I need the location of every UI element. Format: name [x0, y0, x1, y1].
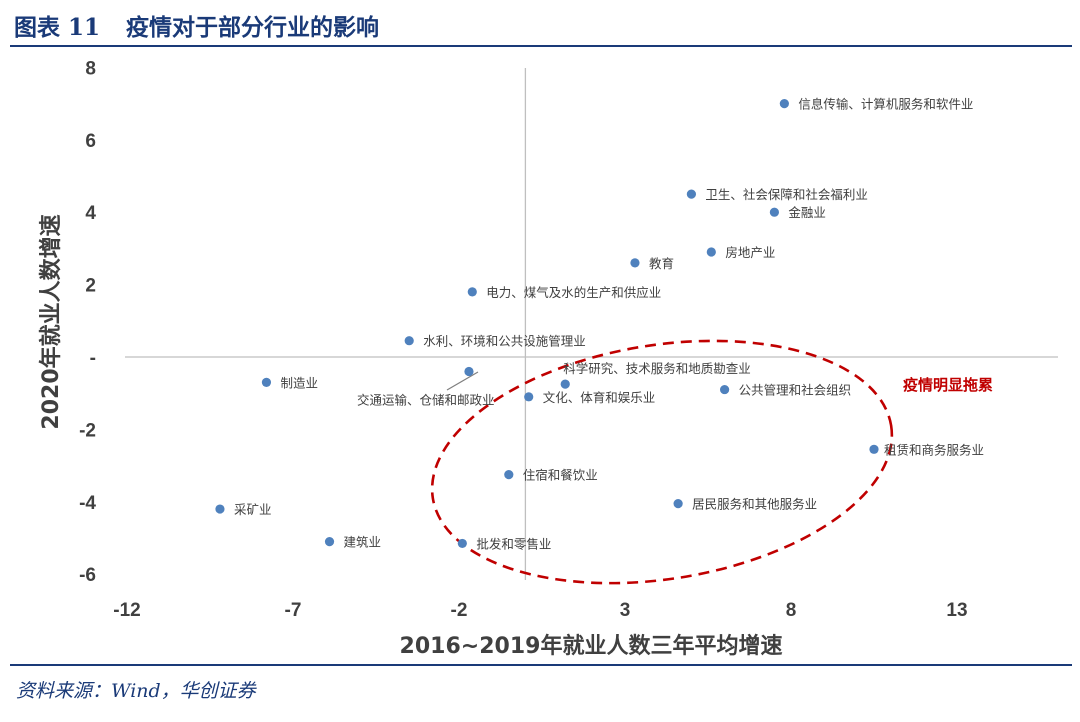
scatter-chart: -12 -7 -2 3 8 13 8 6 4 2 - -2 -4 -6 信息传输、计算机服务和软件业卫生…	[38, 58, 1058, 659]
annotation-layer	[430, 339, 894, 585]
x-tick-label: -2	[451, 600, 468, 621]
label-leader-line	[446, 371, 479, 391]
data-point	[560, 379, 570, 389]
annotation-text: 疫情明显拖累	[903, 376, 993, 394]
x-tick-labels: -12 -7 -2 3 8 13	[113, 600, 967, 621]
data-point	[215, 504, 225, 514]
data-point	[457, 538, 467, 549]
data-point	[324, 537, 335, 547]
source-note: 资料来源：Wind，华创证券	[16, 680, 256, 702]
data-point	[869, 444, 879, 454]
data-point	[404, 336, 414, 346]
data-point	[467, 287, 477, 297]
point-label: 卫生、社会保障和社会福利业	[705, 187, 868, 202]
x-tick-label: 13	[946, 600, 967, 621]
data-point	[779, 99, 789, 109]
y-tick-label: -6	[79, 565, 96, 586]
axes	[125, 68, 1058, 580]
data-point	[769, 207, 780, 217]
data-points	[215, 99, 879, 549]
data-point	[261, 377, 272, 387]
point-label: 交通运输、仓储和邮政业	[357, 392, 495, 407]
point-label: 文化、体育和娱乐业	[543, 390, 656, 405]
point-label: 金融业	[788, 205, 826, 220]
point-label: 信息传输、计算机服务和软件业	[798, 97, 973, 112]
y-tick-label: 2	[85, 276, 96, 297]
point-label: 租赁和商务服务业	[884, 442, 984, 457]
point-label: 采矿业	[234, 502, 272, 517]
data-point	[630, 258, 640, 268]
figure-title-text: 疫情对于部分行业的影响	[126, 14, 380, 41]
point-label: 批发和零售业	[476, 536, 551, 551]
y-tick-label: 6	[85, 131, 96, 152]
point-label: 居民服务和其他服务业	[692, 497, 817, 512]
point-labels: 信息传输、计算机服务和软件业卫生、社会保障和社会福利业金融业房地产业教育电力、煤…	[234, 97, 984, 552]
point-label: 教育	[649, 256, 674, 271]
highlight-ellipse	[430, 339, 894, 585]
point-label: 公共管理和社会组织	[739, 383, 852, 398]
data-point	[524, 392, 534, 402]
point-label: 房地产业	[725, 245, 775, 260]
top-rule	[10, 45, 1072, 47]
y-tick-label: 4	[85, 203, 96, 224]
point-label: 水利、环境和公共设施管理业	[423, 334, 586, 349]
x-axis-title: 2016~2019年就业人数三年平均增速	[400, 633, 783, 659]
data-point	[673, 499, 683, 509]
y-tick-label: -4	[79, 493, 96, 514]
y-axis-title: 2020年就业人数增速	[38, 214, 64, 429]
y-tick-label: 8	[85, 58, 96, 79]
figure-label: 图表 11	[14, 14, 101, 41]
point-label: 电力、煤气及水的生产和供应业	[486, 285, 661, 300]
point-label: 制造业	[280, 375, 318, 390]
figure-title: 图表 11 疫情对于部分行业的影响	[14, 8, 379, 42]
x-tick-label: 3	[620, 600, 631, 621]
x-tick-label: -12	[113, 600, 140, 621]
point-label: 住宿和餐饮业	[523, 468, 598, 483]
point-label: 建筑业	[344, 535, 382, 550]
x-tick-label: -7	[285, 600, 302, 621]
bottom-rule	[10, 664, 1072, 666]
y-tick-label: -	[90, 348, 96, 369]
x-tick-label: 8	[786, 600, 797, 621]
data-point	[720, 384, 730, 395]
data-point	[504, 470, 514, 480]
y-tick-labels: 8 6 4 2 - -2 -4 -6	[79, 58, 96, 586]
data-point	[686, 189, 697, 199]
data-point	[464, 366, 474, 377]
y-tick-label: -2	[79, 420, 96, 441]
data-point	[706, 247, 716, 257]
point-label: 科学研究、技术服务和地质勘查业	[563, 361, 751, 376]
